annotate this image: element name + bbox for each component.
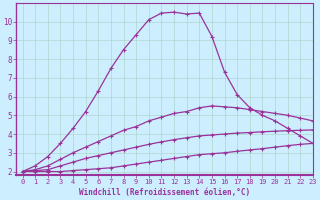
X-axis label: Windchill (Refroidissement éolien,°C): Windchill (Refroidissement éolien,°C) (79, 188, 250, 197)
